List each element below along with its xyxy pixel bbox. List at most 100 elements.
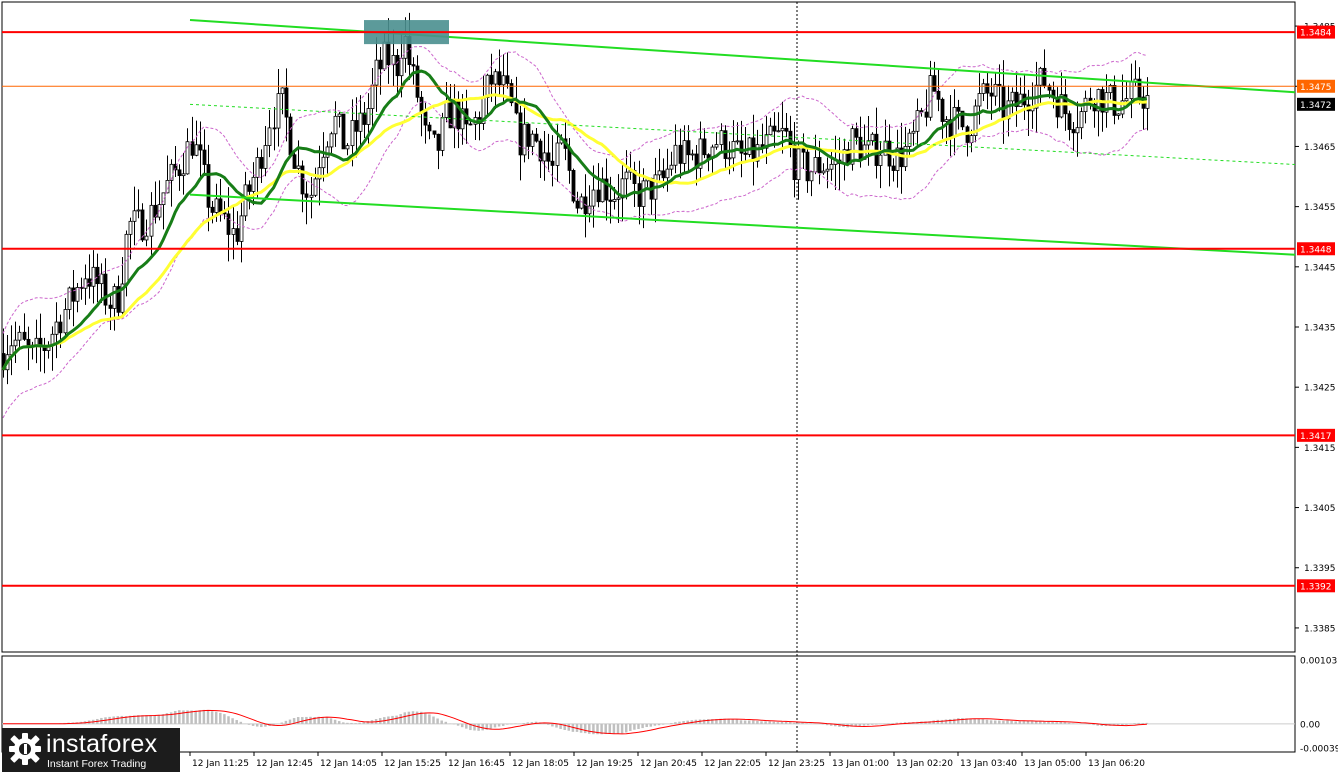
current-price-tag-label: 1.3472: [1300, 101, 1332, 111]
candle: [255, 147, 260, 198]
candle-body: [604, 178, 609, 201]
candle: [432, 130, 437, 138]
candle-body: [140, 209, 145, 241]
candle-body: [772, 125, 777, 132]
candle-body: [579, 196, 584, 209]
candle-body: [727, 157, 732, 160]
candle: [1116, 113, 1121, 120]
candle: [116, 275, 121, 317]
candle: [165, 155, 170, 194]
candle: [493, 68, 498, 109]
candle: [22, 313, 27, 341]
candle: [747, 136, 752, 158]
indicator-plot-frame: [1, 655, 1296, 753]
candle-body: [391, 54, 396, 66]
candle-body: [276, 93, 281, 129]
candle: [378, 46, 383, 95]
candle-body: [550, 160, 555, 166]
level-price-tag-bg: [1297, 242, 1335, 256]
candle-body: [493, 71, 498, 85]
candle: [641, 168, 646, 229]
candle: [1006, 85, 1011, 137]
candle-body: [977, 93, 982, 107]
candle: [263, 125, 268, 177]
candle-body: [735, 140, 740, 143]
candle-body: [300, 165, 305, 195]
candle: [878, 141, 883, 189]
candle-body: [198, 144, 203, 151]
candle: [993, 73, 998, 106]
time-axis-label: 13 Jan 03:40: [960, 759, 1017, 769]
candle: [809, 170, 814, 197]
candle-body: [973, 105, 978, 137]
candle-body: [99, 273, 104, 285]
candle: [333, 101, 338, 147]
candle-body: [75, 287, 80, 302]
candle-body: [317, 167, 322, 180]
candle-body: [181, 173, 186, 177]
candle-body: [747, 137, 752, 155]
candle: [796, 140, 801, 200]
candle: [206, 144, 211, 232]
candle-body: [661, 170, 666, 179]
candle-body: [993, 83, 998, 97]
candle-body: [153, 204, 158, 218]
candle-body: [329, 133, 334, 148]
candle-body: [304, 193, 309, 198]
candle: [522, 98, 527, 163]
time-axis-label: 13 Jan 02:20: [896, 759, 953, 769]
candle-body: [144, 235, 149, 241]
candle: [468, 121, 473, 126]
candle-body: [231, 228, 236, 235]
candle-body: [719, 130, 724, 145]
candle: [395, 48, 400, 98]
candle: [829, 149, 834, 181]
moving-average-fast-line: [1, 69, 1148, 371]
candle-body: [288, 116, 293, 156]
candle-body: [608, 199, 613, 202]
candle-body: [235, 228, 240, 242]
candle-body: [1071, 129, 1076, 134]
candle-body: [690, 153, 695, 156]
candle-body: [259, 157, 264, 169]
level-price-tag-bg: [1297, 25, 1335, 39]
candle-body: [202, 149, 207, 165]
candle: [1067, 110, 1072, 141]
candle-body: [784, 127, 789, 132]
candle-body: [411, 64, 416, 67]
candle-body: [165, 180, 170, 194]
candle: [678, 128, 683, 179]
candle-body: [924, 111, 929, 118]
candle-body: [620, 178, 625, 199]
candle-body: [58, 321, 63, 334]
instaforex-logo: instaforex Instant Forex Trading: [2, 728, 180, 772]
candle-body: [362, 112, 367, 125]
candle: [54, 302, 59, 359]
candle: [276, 68, 281, 147]
candle-body: [108, 304, 113, 309]
channel-lower-line: [189, 193, 1296, 256]
candle: [604, 158, 609, 221]
candle-body: [870, 133, 875, 142]
candle-body: [67, 287, 72, 310]
candle-body: [206, 164, 211, 208]
candle: [1124, 81, 1129, 105]
candle: [329, 131, 334, 155]
candle-body: [116, 286, 121, 313]
current-price-tag-bg: [1297, 97, 1335, 111]
candle-body: [71, 287, 76, 302]
candle: [239, 200, 244, 263]
candle-body: [91, 266, 96, 287]
price-axis-label: 1.3395: [1304, 564, 1336, 574]
candle: [723, 125, 728, 171]
candle-body: [743, 152, 748, 155]
candle-body: [821, 170, 826, 174]
candle: [915, 98, 920, 147]
candle-body: [657, 170, 662, 176]
candle: [702, 128, 707, 159]
candle-body: [419, 96, 424, 113]
candle: [805, 145, 810, 193]
candle-body: [509, 83, 514, 104]
candle-body: [944, 119, 949, 122]
